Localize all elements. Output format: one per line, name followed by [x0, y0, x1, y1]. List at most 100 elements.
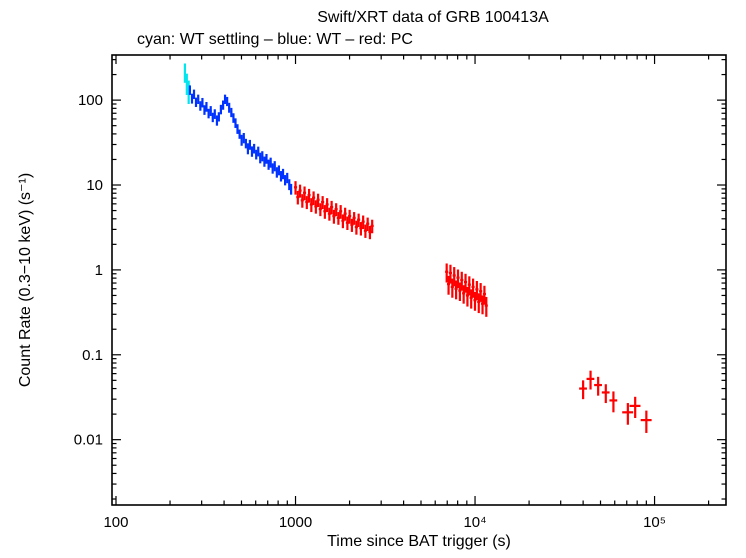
- data-point: [238, 129, 241, 139]
- data-point: [236, 124, 239, 134]
- data-point: [341, 214, 345, 229]
- data-point: [253, 143, 256, 154]
- data-point: [482, 285, 486, 305]
- data-point: [207, 108, 210, 119]
- data-point: [471, 278, 475, 298]
- data-point: [460, 271, 464, 291]
- series-wt: [188, 85, 293, 195]
- series-wt-settling: [183, 63, 190, 105]
- data-point: [277, 165, 280, 176]
- data-point: [240, 134, 243, 146]
- data-point: [314, 200, 318, 214]
- series-pc: [293, 181, 652, 433]
- data-point: [194, 97, 198, 107]
- data-point: [217, 112, 220, 122]
- data-point: [192, 89, 196, 100]
- data-point: [185, 73, 188, 95]
- data-point: [445, 263, 449, 283]
- plot-frame: [111, 54, 727, 506]
- y-axis-label: Count Rate (0.3−10 keV) (s⁻¹): [17, 173, 34, 387]
- data-point: [219, 104, 222, 115]
- data-point: [454, 280, 458, 300]
- data-point: [188, 85, 191, 95]
- y-tick-label: 1: [95, 262, 103, 279]
- data-point: [640, 410, 652, 433]
- data-point: [290, 183, 293, 195]
- data-point: [222, 100, 225, 110]
- data-point: [242, 132, 245, 144]
- data-point: [622, 403, 634, 425]
- data-point: [271, 163, 274, 174]
- chart-title: Swift/XRT data of GRB 100413A: [317, 9, 549, 26]
- data-point: [261, 151, 264, 162]
- y-tick-label: 100: [78, 92, 103, 109]
- data-point: [259, 152, 262, 164]
- x-tick-label: 100: [103, 514, 128, 531]
- data-point: [288, 179, 291, 191]
- data-point: [265, 153, 268, 164]
- data-point: [223, 94, 227, 105]
- data-point: [267, 159, 270, 170]
- data-point: [232, 113, 235, 123]
- data-point: [234, 118, 237, 128]
- data-point: [361, 215, 365, 230]
- data-point: [209, 106, 212, 116]
- data-point: [284, 175, 287, 186]
- data-point: [586, 370, 595, 390]
- data-point: [345, 216, 349, 231]
- data-point: [309, 198, 313, 213]
- data-point: [230, 107, 233, 118]
- data-point: [302, 186, 307, 201]
- data-point: [205, 102, 208, 112]
- data-point: [339, 205, 343, 219]
- data-point: [281, 168, 285, 180]
- data-point: [226, 96, 229, 107]
- data-point: [332, 209, 336, 224]
- data-point: [199, 101, 202, 111]
- data-point: [286, 172, 289, 184]
- data-point: [183, 63, 187, 83]
- data-point: [197, 94, 200, 105]
- data-point: [307, 188, 311, 203]
- data-point: [609, 391, 618, 413]
- data-point: [269, 157, 272, 168]
- plot-layer: 100 1000 10⁴ 10⁵ 100 10 1 0.1 0.01: [74, 54, 727, 531]
- data-point: [348, 209, 352, 224]
- data-point: [246, 143, 250, 155]
- data-point: [296, 190, 300, 205]
- data-point: [316, 193, 320, 208]
- data-point: [330, 200, 334, 215]
- data-point: [354, 220, 358, 235]
- data-point: [456, 269, 460, 289]
- x-tick-label: 10⁴: [463, 514, 486, 531]
- data-point: [366, 217, 370, 232]
- data-point: [248, 139, 251, 150]
- y-tick-label: 0.1: [82, 347, 103, 364]
- data-point: [228, 102, 231, 113]
- data-point: [255, 149, 258, 160]
- data-point: [594, 376, 602, 396]
- data-point: [293, 181, 298, 195]
- data-point: [463, 273, 468, 293]
- data-point: [312, 191, 316, 206]
- data-point: [190, 93, 194, 104]
- data-point: [263, 156, 266, 167]
- data-point: [450, 278, 454, 298]
- y-tick-label: 0.01: [74, 432, 103, 449]
- x-tick-label: 1000: [279, 514, 312, 531]
- data-point: [244, 138, 247, 149]
- data-point: [325, 198, 329, 213]
- data-point: [601, 384, 610, 404]
- data-point: [350, 218, 354, 232]
- data-point: [273, 161, 276, 172]
- y-tick-label: 10: [86, 177, 103, 194]
- data-point: [357, 213, 361, 228]
- x-tick-label: 10⁵: [643, 514, 666, 531]
- data-point: [279, 171, 283, 182]
- data-point: [275, 167, 278, 178]
- data-point: [300, 194, 304, 208]
- data-point: [352, 212, 356, 225]
- data-point: [215, 115, 219, 126]
- data-point: [446, 275, 451, 295]
